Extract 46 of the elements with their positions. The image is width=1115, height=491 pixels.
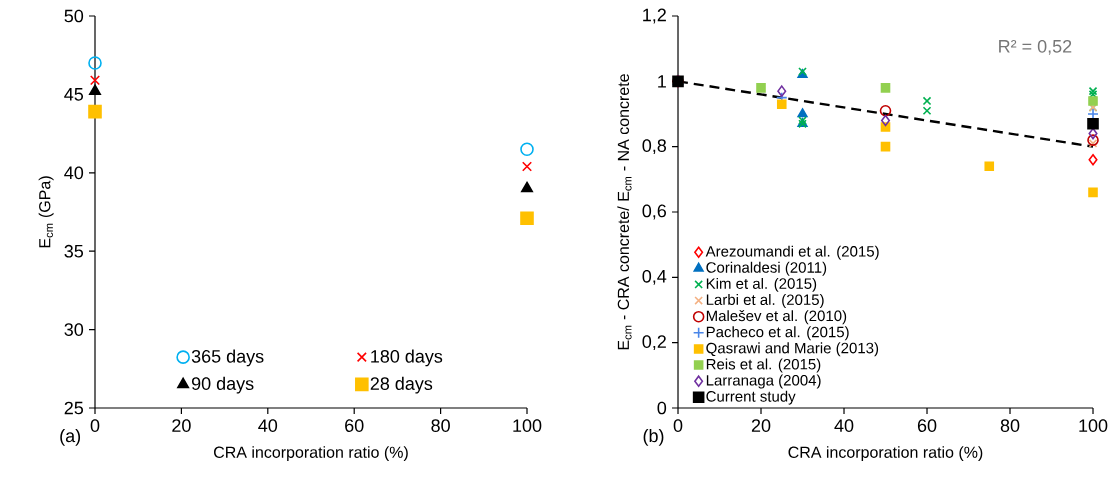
y-tick-label: 0: [657, 401, 667, 415]
legend-label: Larranaga (2004): [706, 374, 821, 389]
x-tick-label: 20: [172, 419, 191, 432]
y-tick-label: 0,2: [642, 335, 666, 351]
x-tick-label: 80: [431, 419, 450, 432]
y-tick-label: 25: [64, 401, 84, 415]
y-tick-label: 50: [64, 9, 84, 23]
y-tick-label: 1,2: [643, 8, 666, 24]
x-axis-title: CRA incorporation ratio (%): [214, 446, 408, 462]
x-tick-label: 60: [345, 419, 364, 432]
annotation: R² = 0,52: [999, 39, 1072, 55]
y-axis-title: E$_{cm}$ (GPa): [38, 176, 54, 248]
x-tick-label: 0: [90, 419, 100, 432]
legend-label: 365 days: [191, 349, 264, 367]
y-tick-label: 0,8: [642, 139, 667, 155]
legend-label: 90 days: [191, 376, 254, 394]
legend-label: 28 days: [370, 376, 433, 394]
x-tick-label: 100: [1079, 419, 1108, 432]
y-tick-label: 35: [64, 244, 84, 258]
y-axis-title: E$_{cm}$ - CRA concrete/ E$_{cm}$ - NA concrete: [617, 74, 632, 350]
x-tick-label: 60: [917, 419, 937, 432]
y-tick-label: 40: [64, 166, 84, 180]
legend-label: Current study: [706, 390, 796, 405]
legend-label: Malešev et al. (2010): [706, 310, 847, 325]
x-tick-label: 20: [751, 419, 771, 432]
x-axis-title: CRA incorporation ratio (%): [788, 446, 983, 462]
y-tick-label: 30: [64, 323, 84, 336]
x-tick-label: 100: [513, 419, 542, 432]
legend-label: Corinaldesi (2011): [706, 261, 827, 276]
legend-label: Qasrawi and Marie (2013): [706, 342, 879, 357]
x-tick-label: 0: [673, 419, 683, 432]
y-tick-label: 0,6: [642, 204, 667, 220]
legend-label: Larbi et al. (2015): [706, 293, 824, 308]
legend-label: Reis et al. (2015): [706, 358, 821, 373]
legend-label: 180 days: [371, 349, 443, 367]
text: (b): [643, 429, 664, 446]
x-tick-label: 40: [258, 419, 278, 432]
x-tick-label: 40: [834, 419, 854, 432]
y-tick-label: 0,4: [642, 269, 667, 285]
y-tick-label: 1: [658, 75, 666, 88]
x-tick-label: 80: [1000, 419, 1020, 432]
text: (a): [60, 429, 81, 446]
legend-label: Kim et al. (2015): [706, 277, 817, 292]
y-tick-label: 45: [64, 88, 84, 101]
legend-label: Pacheco et al. (2015): [706, 326, 849, 341]
legend-label: Arezoumandi et al. (2015): [705, 245, 879, 260]
